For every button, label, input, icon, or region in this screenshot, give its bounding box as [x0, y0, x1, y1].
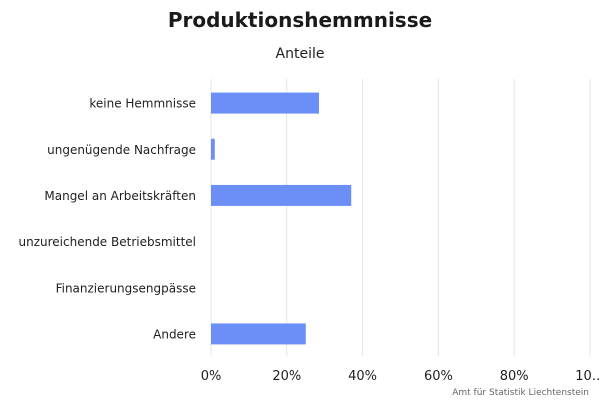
- x-axis-ticks: 0% 20% 40% 60% 80% 10…: [201, 369, 600, 384]
- category-label: Mangel an Arbeitskräften: [44, 189, 196, 203]
- x-tick-label: 80%: [500, 369, 529, 384]
- x-tick-label: 0%: [201, 369, 222, 384]
- chart-subtitle: Anteile: [276, 46, 325, 62]
- category-label: Finanzierungsengpässe: [56, 281, 196, 295]
- bar: [211, 184, 352, 206]
- x-tick-label: 60%: [424, 369, 453, 384]
- category-label: Andere: [153, 327, 196, 341]
- chart-credit: Amt für Statistik Liechtenstein: [452, 388, 589, 398]
- bar: [211, 92, 320, 114]
- x-tick-label: 40%: [348, 369, 377, 384]
- bars: [211, 92, 352, 345]
- bar: [211, 138, 215, 160]
- category-label: keine Hemmnisse: [89, 97, 196, 111]
- x-tick-label: 20%: [272, 369, 301, 384]
- chart-title: Produktionshemmnisse: [168, 8, 432, 32]
- x-tick-label: 10…: [575, 369, 600, 384]
- category-labels: keine Hemmnisse ungenügende Nachfrage Mang…: [19, 97, 197, 342]
- gridlines: [210, 79, 591, 356]
- category-label: ungenügende Nachfrage: [47, 143, 196, 157]
- bar: [211, 323, 306, 345]
- category-label: unzureichende Betriebsmittel: [19, 235, 197, 249]
